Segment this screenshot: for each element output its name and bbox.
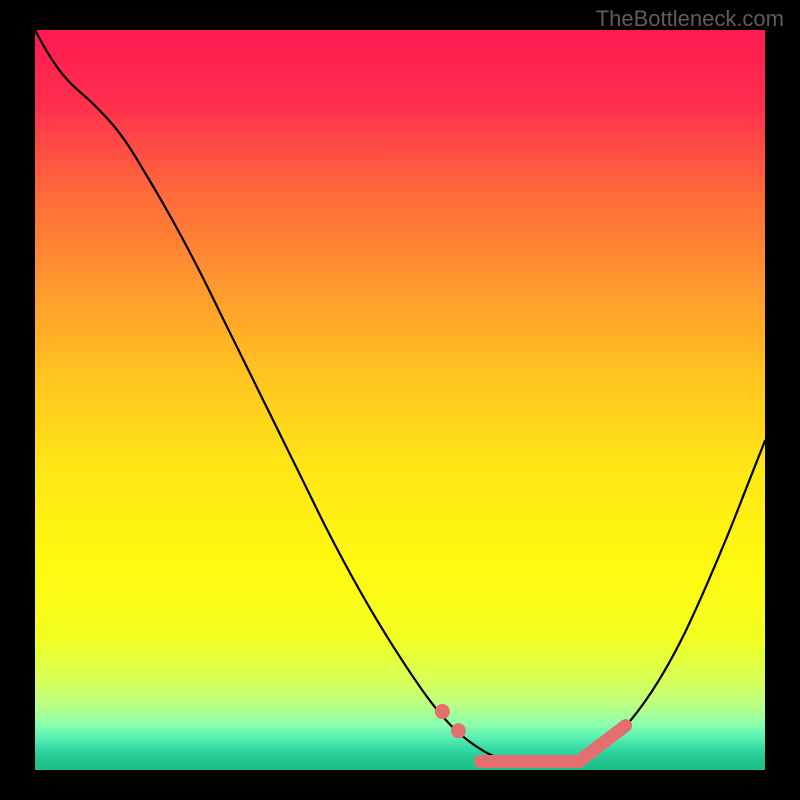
chart-svg [0, 0, 800, 800]
watermark-text: TheBottleneck.com [596, 6, 784, 32]
highlight-dot [451, 723, 466, 738]
chart-stage: TheBottleneck.com [0, 0, 800, 800]
highlight-dot [435, 704, 450, 719]
